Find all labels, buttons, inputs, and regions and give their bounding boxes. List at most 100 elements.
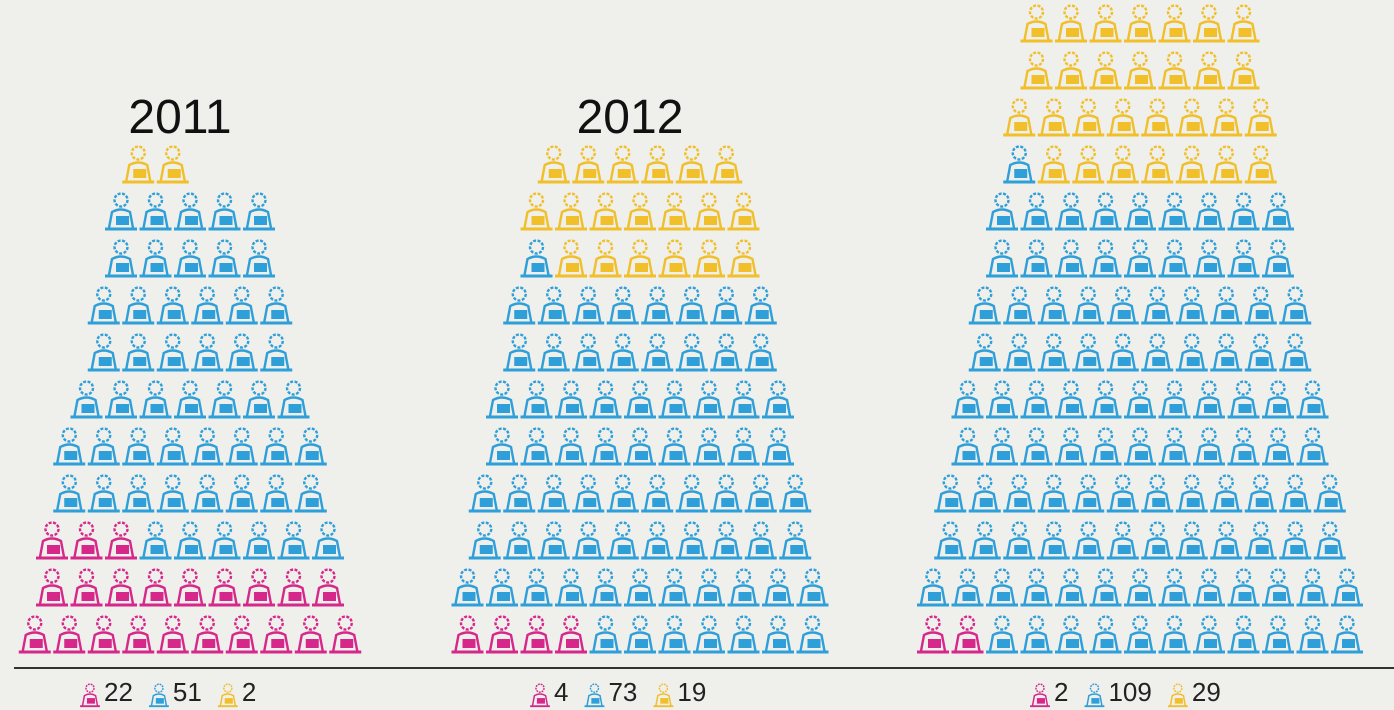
icon-desk (1290, 545, 1303, 554)
icon-desk (1204, 216, 1217, 225)
icon-desk (618, 169, 631, 178)
icon-desk (704, 216, 717, 225)
icon-desk (1014, 122, 1027, 131)
icon-desk (601, 216, 614, 225)
icon-desk (254, 404, 267, 413)
icon-desk (532, 592, 545, 601)
icon-desk (721, 498, 734, 507)
icon-desk (133, 451, 146, 460)
icon-desk (1032, 263, 1045, 272)
icon-desk (721, 545, 734, 554)
icon-desk (1083, 122, 1096, 131)
icon-desk (704, 592, 717, 601)
icon-desk (1152, 545, 1165, 554)
icon-desk (151, 404, 164, 413)
icon-desk (537, 698, 545, 704)
icon-desk (1239, 451, 1252, 460)
icon-desk (1032, 216, 1045, 225)
icon-desk (739, 592, 752, 601)
icon-desk (1308, 592, 1321, 601)
icon-desk (1170, 451, 1183, 460)
icon-desk (202, 451, 215, 460)
icon-desk (237, 310, 250, 319)
icon-desk (928, 592, 941, 601)
icon-desk (566, 263, 579, 272)
icon-desk (997, 404, 1010, 413)
icon-desk (497, 404, 510, 413)
icon-desk (687, 169, 700, 178)
icon-desk (1014, 310, 1027, 319)
icon-desk (618, 310, 631, 319)
icon-desk (773, 451, 786, 460)
icon-desk (254, 592, 267, 601)
icon-desk (1204, 451, 1217, 460)
icon-desk (1204, 28, 1217, 37)
icon-desk (497, 639, 510, 648)
icon-desk (1187, 357, 1200, 366)
icon-desk (601, 592, 614, 601)
icon-desk (618, 357, 631, 366)
legend-value: 2 (242, 677, 256, 707)
icon-desk (1239, 75, 1252, 84)
icon-desk (1239, 639, 1252, 648)
icon-desk (1118, 545, 1131, 554)
icon-desk (1221, 122, 1234, 131)
icon-desk (64, 498, 77, 507)
icon-desk (1118, 122, 1131, 131)
icon-desk (514, 357, 527, 366)
icon-desk (1091, 698, 1099, 704)
icon-desk (687, 545, 700, 554)
icon-desk (1118, 169, 1131, 178)
legend-value: 109 (1108, 677, 1151, 707)
icon-desk (1135, 404, 1148, 413)
icon-desk (271, 357, 284, 366)
icon-desk (808, 592, 821, 601)
icon-desk (670, 639, 683, 648)
icon-desk (47, 545, 60, 554)
icon-desk (660, 698, 668, 704)
icon-desk (756, 310, 769, 319)
icon-desk (618, 498, 631, 507)
icon-desk (773, 592, 786, 601)
icon-desk (1014, 169, 1027, 178)
icon-desk (1187, 310, 1200, 319)
icon-desk (1118, 310, 1131, 319)
icon-desk (30, 639, 43, 648)
icon-desk (1187, 545, 1200, 554)
icon-desk (202, 498, 215, 507)
icon-desk (635, 451, 648, 460)
icon-desk (133, 310, 146, 319)
icon-desk (1170, 404, 1183, 413)
icon-desk (601, 451, 614, 460)
icon-desk (945, 498, 958, 507)
icon-desk (1308, 451, 1321, 460)
icon-desk (1049, 357, 1062, 366)
legend-value: 73 (608, 677, 637, 707)
icon-desk (185, 404, 198, 413)
icon-desk (566, 639, 579, 648)
icon-desk (1204, 639, 1217, 648)
icon-desk (1101, 639, 1114, 648)
icon-desk (790, 545, 803, 554)
icon-desk (1049, 498, 1062, 507)
icon-desk (480, 498, 493, 507)
icon-desk (1118, 498, 1131, 507)
icon-desk (168, 451, 181, 460)
icon-desk (225, 698, 233, 704)
icon-desk (1152, 122, 1165, 131)
icon-desk (549, 357, 562, 366)
icon-desk (340, 639, 353, 648)
icon-desk (566, 404, 579, 413)
icon-desk (1101, 592, 1114, 601)
icon-desk (514, 545, 527, 554)
icon-desk (549, 545, 562, 554)
icon-desk (1066, 404, 1079, 413)
icon-desk (99, 451, 112, 460)
icon-desk (463, 639, 476, 648)
icon-desk (1221, 545, 1234, 554)
icon-desk (1066, 28, 1079, 37)
icon-desk (1135, 75, 1148, 84)
icon-desk (773, 404, 786, 413)
icon-desk (497, 592, 510, 601)
icon-desk (151, 592, 164, 601)
